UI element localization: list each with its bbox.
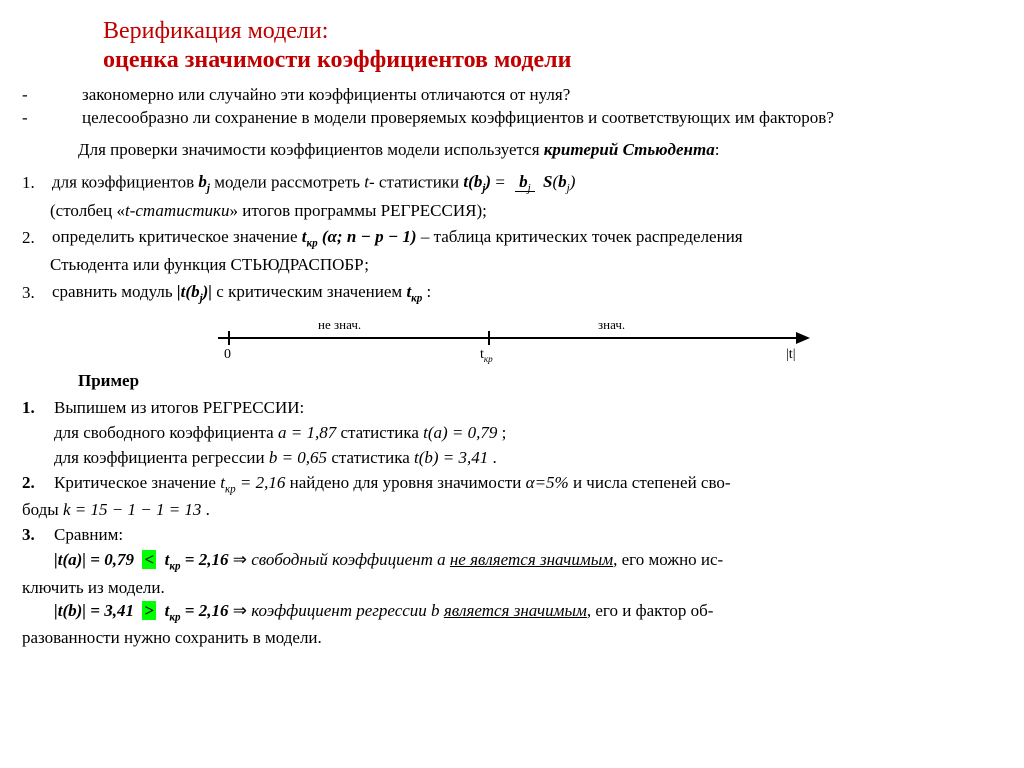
example-heading: Пример xyxy=(78,371,996,391)
compare-a: |t(a)| = 0,79 < tкр = 2,16 ⇒ свободный к… xyxy=(54,549,996,574)
example-2-cont: боды k = 15 − 1 − 1 = 13 . xyxy=(22,499,996,522)
example-1-a: для свободного коэффициента a = 1,87 ста… xyxy=(54,422,996,445)
less-than-highlight: < xyxy=(142,550,156,569)
step-1-note: (столбец «t-статистики» итогов программы… xyxy=(50,200,996,222)
example-3: 3. Сравним: xyxy=(18,524,996,547)
compare-a-cont: ключить из модели. xyxy=(22,577,996,600)
question-2: - целесообразно ли сохранение в модели п… xyxy=(18,107,996,128)
arrow-icon xyxy=(796,332,810,344)
number-line-diagram: 0 tкр |t| не знач. знач. xyxy=(218,313,818,363)
example-1-b: для коэффициента регрессии b = 0,65 стат… xyxy=(54,447,996,470)
compare-b: |t(b)| = 3,41 > tкр = 2,16 ⇒ коэффициент… xyxy=(54,600,996,625)
title-line-1: Верификация модели: xyxy=(103,18,996,45)
document-page: Верификация модели: оценка значимости ко… xyxy=(0,0,1024,668)
title-line-2: оценка значимости коэффициентов модели xyxy=(103,47,996,74)
example-2: 2. Критическое значение tкр = 2,16 найде… xyxy=(18,472,996,497)
example-1: 1. Выпишем из итогов РЕГРЕССИИ: xyxy=(18,397,996,420)
step-2: 2. определить критическое значение tкр (… xyxy=(18,226,996,251)
intro-line: Для проверки значимости коэффициентов мо… xyxy=(78,139,996,161)
greater-than-highlight: > xyxy=(142,601,156,620)
t-stat-fraction: bj S(bj) xyxy=(515,171,579,196)
step-1: 1. для коэффициентов bj модели рассмотре… xyxy=(18,171,996,196)
question-1: - закономерно или случайно эти коэффицие… xyxy=(18,84,996,105)
step-2-cont: Стьюдента или функция СТЬЮДРАСПОБР; xyxy=(50,254,996,276)
compare-b-cont: разованности нужно сохранить в модели. xyxy=(22,627,996,650)
step-3: 3. сравнить модуль |t(bj)| с критическим… xyxy=(18,281,996,306)
